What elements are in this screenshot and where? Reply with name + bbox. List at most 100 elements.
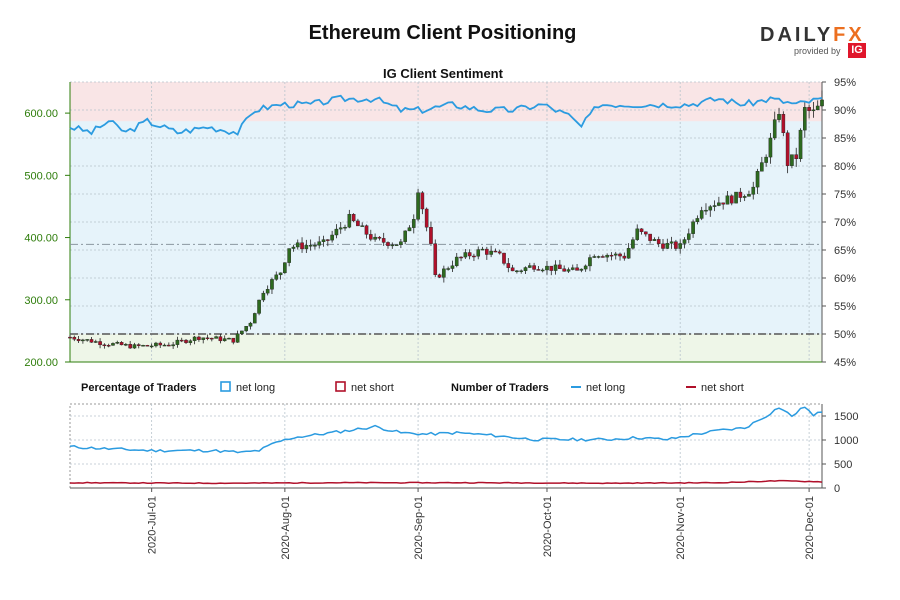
candle xyxy=(210,337,214,340)
candle xyxy=(609,254,614,257)
candle xyxy=(270,279,274,290)
short-zone xyxy=(70,82,822,122)
candle xyxy=(149,345,154,348)
candle xyxy=(699,210,704,219)
candle xyxy=(373,236,377,240)
candle xyxy=(278,272,283,276)
candle xyxy=(467,252,472,257)
candle xyxy=(68,336,72,339)
candle xyxy=(158,342,163,346)
candle xyxy=(575,267,579,271)
date-tick-label: 2020-Nov-01 xyxy=(675,496,687,560)
percent-tick-label: 55% xyxy=(834,301,856,313)
candle xyxy=(214,336,218,339)
candle xyxy=(592,256,597,258)
candle xyxy=(721,202,725,205)
price-tick-label: 600.00 xyxy=(24,108,58,120)
candle xyxy=(141,345,145,347)
date-tick-label: 2020-Sep-01 xyxy=(413,496,425,560)
legend: Percentage of Traders net long net short Nu… xyxy=(81,381,744,394)
candle xyxy=(433,243,438,275)
date-tick-label: 2020-Oct-01 xyxy=(542,496,554,557)
candle xyxy=(454,256,459,266)
candle xyxy=(596,256,601,258)
count-tick-label: 1000 xyxy=(834,435,858,447)
candle xyxy=(98,341,102,346)
candle xyxy=(437,274,442,278)
candle xyxy=(639,228,644,233)
candle xyxy=(742,196,747,198)
candle xyxy=(532,265,536,270)
percent-tick-label: 65% xyxy=(834,245,856,257)
candle xyxy=(695,218,700,222)
legend-number-net-long: net long xyxy=(586,382,625,394)
candle xyxy=(252,313,257,324)
candle xyxy=(334,228,339,236)
candle xyxy=(798,129,803,160)
candle xyxy=(618,253,622,257)
legend-net-short: net short xyxy=(351,382,394,394)
candle xyxy=(381,238,386,243)
candle xyxy=(154,342,158,347)
below-zone xyxy=(70,334,822,362)
candle xyxy=(583,265,588,270)
percent-tick-label: 60% xyxy=(834,273,856,285)
net-short-count-line xyxy=(69,479,823,485)
candle xyxy=(729,195,734,204)
candle xyxy=(317,241,322,246)
candle xyxy=(725,195,730,205)
chart-title: Ethereum Client Positioning xyxy=(308,22,577,44)
trader-count-panel: 0 500 1000 1500 xyxy=(69,403,858,495)
candle xyxy=(93,341,98,343)
candle xyxy=(523,267,528,271)
candle xyxy=(81,339,85,342)
candle xyxy=(747,194,751,197)
candle xyxy=(300,242,304,250)
price-tick-label: 300.00 xyxy=(24,295,58,307)
candle xyxy=(274,274,279,280)
candle xyxy=(803,107,807,131)
net-long-percent-line xyxy=(69,94,823,136)
candle xyxy=(119,342,124,346)
candle xyxy=(549,265,554,271)
candle xyxy=(197,336,201,340)
candle xyxy=(631,239,635,249)
candle xyxy=(463,252,468,258)
candle xyxy=(652,239,657,241)
candle xyxy=(171,344,175,347)
percent-tick-label: 45% xyxy=(834,357,856,369)
candle xyxy=(450,265,455,269)
candle xyxy=(497,251,502,254)
candle xyxy=(338,227,343,230)
candle xyxy=(515,270,519,273)
net-short-swatch xyxy=(335,381,346,392)
legend-net-long: net long xyxy=(236,382,275,394)
candle xyxy=(429,227,433,244)
ig-badge: IG xyxy=(848,43,866,58)
candle xyxy=(235,333,240,343)
candle xyxy=(244,326,248,332)
candle xyxy=(167,344,171,347)
candle xyxy=(656,239,661,245)
candle xyxy=(480,248,485,251)
percent-tick-label: 90% xyxy=(834,105,856,117)
candle xyxy=(304,245,309,250)
legend-number-net-short: net short xyxy=(701,382,744,394)
candle xyxy=(794,154,799,160)
candle xyxy=(510,267,515,272)
candle xyxy=(291,246,296,249)
candle xyxy=(772,119,777,139)
candle xyxy=(420,192,425,210)
price-sentiment-panel: 45% 50% 55% 60% 65% 70% 75% 80% 85% 90% 95% 200.00 3… xyxy=(24,77,856,369)
candle xyxy=(760,162,764,172)
candle xyxy=(553,264,558,271)
candle xyxy=(785,132,790,166)
candle xyxy=(635,228,640,240)
candle xyxy=(424,208,429,228)
price-tick-label: 500.00 xyxy=(24,170,58,182)
candle xyxy=(777,114,781,120)
legend-percentage-label: Percentage of Traders xyxy=(81,382,197,394)
candle xyxy=(106,345,111,347)
candle xyxy=(85,339,89,341)
candle xyxy=(89,339,94,343)
